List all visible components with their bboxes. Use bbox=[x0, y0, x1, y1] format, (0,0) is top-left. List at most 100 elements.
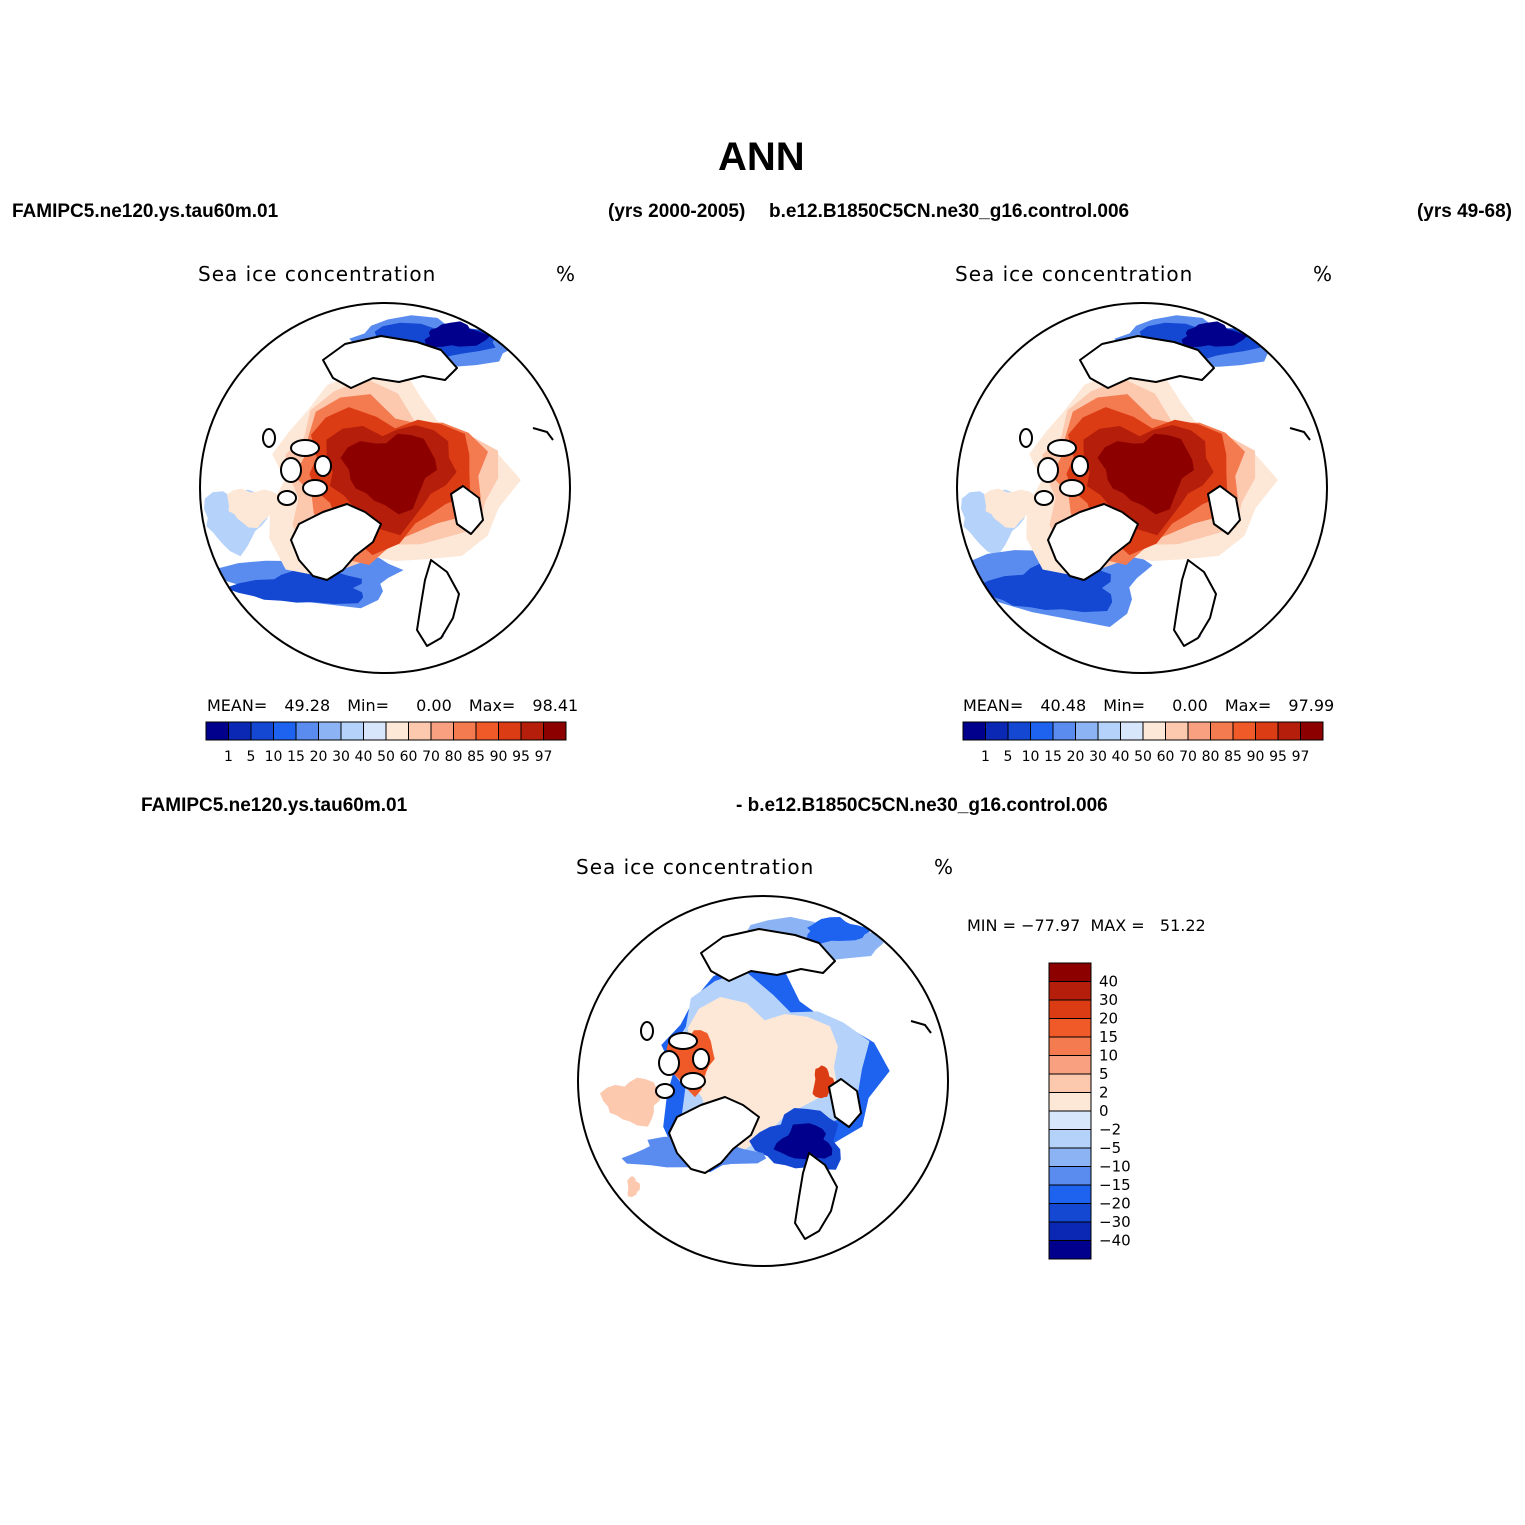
panel1-colorbar-label: 10 bbox=[265, 749, 283, 765]
panel1-mean-label: MEAN= bbox=[207, 696, 268, 715]
panel3-colorbar-box bbox=[1048, 1221, 1092, 1241]
case1-name: FAMIPC5.ne120.ys.tau60m.01 bbox=[12, 201, 279, 222]
panel3-colorbar-label: −20 bbox=[1099, 1195, 1131, 1213]
panel3-colorbar-box bbox=[1048, 1203, 1092, 1223]
panel2-sea-ice-field bbox=[1097, 433, 1194, 515]
panel2-max: 97.99 bbox=[1288, 696, 1335, 715]
panel2-colorbar-label: 97 bbox=[1292, 749, 1310, 765]
panel1-coastline-fragment bbox=[532, 427, 554, 441]
panel2-scandinavia-outline bbox=[1173, 559, 1217, 647]
panel2-island-outline bbox=[1071, 455, 1089, 477]
panel2-sea-ice-field bbox=[984, 488, 1038, 528]
panel2-sea-ice-field bbox=[1181, 321, 1248, 348]
panel3-island-outline bbox=[692, 1048, 710, 1070]
panel3-colorbar-box bbox=[1048, 1147, 1092, 1167]
panel3-colorbar-label: 15 bbox=[1099, 1028, 1118, 1046]
panel1-max: 98.41 bbox=[532, 696, 579, 715]
panel2-colorbar-label: 15 bbox=[1044, 749, 1062, 765]
panel1-colorbar-label: 95 bbox=[512, 749, 530, 765]
panel1-island-outline bbox=[302, 479, 328, 497]
panel3-colorbar-box bbox=[1048, 962, 1092, 982]
panel3-title: Sea ice concentration bbox=[576, 855, 815, 879]
panel3-colorbar-label: 0 bbox=[1099, 1102, 1109, 1120]
panel3-colorbar-box bbox=[1048, 1184, 1092, 1204]
case1-years: (yrs 2000-2005) bbox=[608, 201, 746, 222]
panel3-colorbar-label: 5 bbox=[1099, 1065, 1109, 1083]
panel1-colorbar-box bbox=[408, 721, 432, 741]
panel2-siberia-outline bbox=[1079, 335, 1215, 389]
panel1-mean: 49.28 bbox=[284, 696, 331, 715]
panel3-map bbox=[577, 895, 949, 1267]
panel1-stats: MEAN= 49.28 Min= 0.00 Max= 98.41 bbox=[207, 696, 578, 715]
panel2-colorbar-box bbox=[1120, 721, 1144, 741]
panel2-coastline-fragment bbox=[1289, 427, 1311, 441]
panel1-colorbar-box bbox=[250, 721, 274, 741]
panel1-colorbar-box bbox=[228, 721, 252, 741]
panel2-title: Sea ice concentration bbox=[955, 262, 1194, 286]
panel3-colorbar-box bbox=[1048, 1129, 1092, 1149]
panel2-colorbar-box bbox=[1300, 721, 1324, 741]
panel1-scandinavia-outline bbox=[416, 559, 460, 647]
panel1-colorbar-box bbox=[475, 721, 499, 741]
panel1-colorbar-label: 85 bbox=[467, 749, 485, 765]
panel3-minmax: MIN = −77.97 MAX = 51.22 bbox=[967, 916, 1206, 935]
panel1-colorbar-label: 40 bbox=[355, 749, 373, 765]
panel2-colorbar-label: 50 bbox=[1134, 749, 1152, 765]
panel2-colorbar-box bbox=[1142, 721, 1166, 741]
panel3-colorbar-box bbox=[1048, 1166, 1092, 1186]
panel3-island-outline bbox=[658, 1050, 680, 1076]
panel2-colorbar-label: 60 bbox=[1157, 749, 1175, 765]
panel2-map bbox=[956, 302, 1328, 674]
panel2-colorbar-box bbox=[1052, 721, 1076, 741]
main-title: ANN bbox=[718, 135, 805, 179]
panel2-colorbar-box bbox=[1232, 721, 1256, 741]
panel3-colorbar-box bbox=[1048, 1055, 1092, 1075]
panel2-colorbar-label: 1 bbox=[981, 749, 990, 765]
diff-left-label: FAMIPC5.ne120.ys.tau60m.01 bbox=[141, 795, 408, 816]
panel1-colorbar-label: 1 bbox=[224, 749, 233, 765]
panel3-novaya-zemlya-outline bbox=[828, 1078, 862, 1128]
panel2-island-outline bbox=[1037, 457, 1059, 483]
panel2-colorbar-box bbox=[1165, 721, 1189, 741]
panel3-colorbar-box bbox=[1048, 1073, 1092, 1093]
panel1-island-outline bbox=[280, 457, 302, 483]
panel1-colorbar-box bbox=[520, 721, 544, 741]
panel3-difference-field bbox=[773, 1123, 833, 1160]
panel2-colorbar-box bbox=[1007, 721, 1031, 741]
panel2-colorbar-box bbox=[985, 721, 1009, 741]
panel1-colorbar-box bbox=[340, 721, 364, 741]
panel3-map-border bbox=[577, 895, 949, 1267]
panel3-colorbar-box bbox=[1048, 1240, 1092, 1260]
panel2-island-outline bbox=[1034, 490, 1054, 506]
diff-right-label: - b.e12.B1850C5CN.ne30_g16.control.006 bbox=[736, 795, 1108, 816]
panel3-difference-field bbox=[600, 1077, 662, 1127]
panel2-min: 0.00 bbox=[1172, 696, 1208, 715]
panel2-colorbar-label: 90 bbox=[1247, 749, 1265, 765]
panel1-siberia-outline bbox=[322, 335, 458, 389]
panel2-colorbar-label: 95 bbox=[1269, 749, 1287, 765]
panel3-difference-field bbox=[806, 917, 871, 944]
panel1-colorbar-box bbox=[385, 721, 409, 741]
panel3-colorbar-label: −30 bbox=[1099, 1213, 1131, 1231]
panel2-colorbar-label: 70 bbox=[1179, 749, 1197, 765]
panel1-colorbar-box bbox=[430, 721, 454, 741]
case2-years: (yrs 49-68) bbox=[1416, 201, 1512, 222]
panel3-colorbar-label: 2 bbox=[1099, 1084, 1109, 1102]
panel1-colorbar-label: 30 bbox=[332, 749, 350, 765]
panel1-map-border bbox=[199, 302, 571, 674]
panel2-island-outline bbox=[1059, 479, 1085, 497]
panel1-map bbox=[199, 302, 571, 674]
panel2-colorbar-box bbox=[1030, 721, 1054, 741]
panel2-max-label: Max= bbox=[1224, 696, 1272, 715]
panel1-sea-ice-field bbox=[424, 321, 491, 348]
panel1-colorbar-box bbox=[363, 721, 387, 741]
panel3-colorbar-box bbox=[1048, 981, 1092, 1001]
panel2-colorbar-box bbox=[1075, 721, 1099, 741]
panel3-colorbar-label: −5 bbox=[1099, 1139, 1121, 1157]
panel3-units: % bbox=[934, 855, 955, 879]
panel2-colorbar-box bbox=[1277, 721, 1301, 741]
panel2-island-outline bbox=[1047, 439, 1077, 457]
panel3-colorbar-label: 10 bbox=[1099, 1047, 1118, 1065]
panel2-colorbar-box bbox=[1210, 721, 1234, 741]
